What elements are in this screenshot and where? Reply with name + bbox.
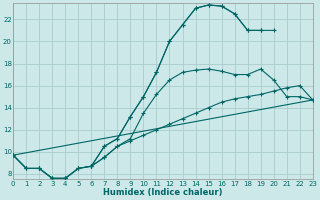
X-axis label: Humidex (Indice chaleur): Humidex (Indice chaleur) xyxy=(103,188,223,197)
